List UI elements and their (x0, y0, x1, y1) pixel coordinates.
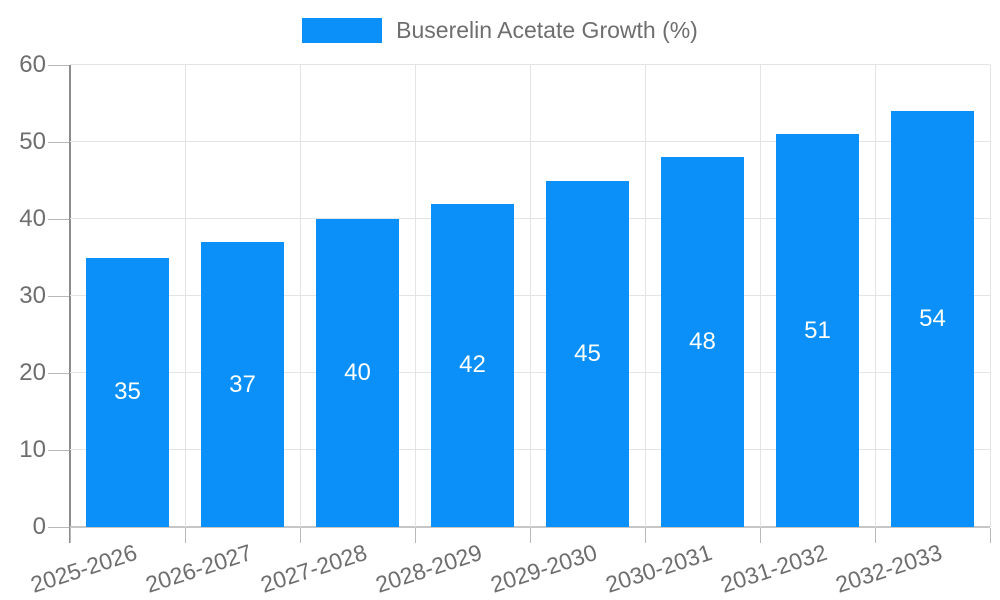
bar-value-label: 48 (689, 328, 716, 356)
x-axis-label: 2026-2027 (141, 539, 255, 598)
legend-swatch-icon (302, 18, 383, 43)
v-gridline (300, 65, 301, 527)
y-axis-label: 10 (19, 436, 46, 463)
bar-value-label: 37 (229, 370, 256, 398)
bar[interactable]: 54 (891, 111, 974, 527)
bar-value-label: 35 (114, 378, 141, 406)
y-axis-tick (48, 296, 69, 297)
x-axis-tick (300, 528, 301, 543)
v-gridline (415, 65, 416, 527)
bar-value-label: 51 (804, 316, 831, 344)
y-axis-tick (48, 142, 69, 143)
y-axis-label: 30 (19, 282, 46, 309)
x-axis-tick (990, 528, 991, 543)
x-axis-label: 2027-2028 (256, 539, 370, 598)
bar[interactable]: 48 (661, 157, 744, 527)
y-axis-tick (48, 373, 69, 374)
plot-area: 35 37 40 42 45 48 51 54 (70, 64, 991, 527)
v-gridline (760, 65, 761, 527)
x-axis-label: 2031-2032 (716, 539, 830, 598)
h-gridline (70, 64, 990, 65)
x-axis-tick (185, 528, 186, 543)
v-gridline (530, 65, 531, 527)
x-axis-tick (760, 528, 761, 543)
v-gridline (990, 65, 991, 527)
y-axis-tick (48, 219, 69, 220)
bar[interactable]: 45 (546, 180, 629, 527)
bar-value-label: 54 (919, 305, 946, 333)
y-axis-line (69, 65, 71, 543)
y-axis-label: 50 (19, 128, 46, 155)
bar-value-label: 42 (459, 351, 486, 379)
x-axis-label: 2029-2030 (486, 539, 600, 598)
x-axis-tick (875, 528, 876, 543)
x-axis-label: 2028-2029 (371, 539, 485, 598)
bar[interactable]: 51 (776, 134, 859, 527)
y-axis-label: 60 (19, 51, 46, 78)
legend-label: Buserelin Acetate Growth (%) (396, 17, 698, 43)
legend[interactable]: Buserelin Acetate Growth (%) (0, 17, 1000, 44)
x-axis-tick (530, 528, 531, 543)
bar-value-label: 40 (344, 359, 371, 386)
x-axis-line (70, 526, 990, 528)
bar[interactable]: 35 (86, 257, 169, 527)
v-gridline (645, 65, 646, 527)
bar[interactable]: 42 (431, 203, 514, 527)
bar[interactable]: 40 (316, 219, 399, 527)
v-gridline (875, 65, 876, 527)
y-axis-label: 20 (19, 359, 46, 386)
y-axis-label: 40 (19, 205, 46, 232)
v-gridline (185, 65, 186, 527)
x-axis-label: 2025-2026 (26, 539, 140, 598)
bar[interactable]: 37 (201, 242, 284, 527)
x-axis-label: 2030-2031 (601, 539, 715, 598)
x-axis-tick (645, 528, 646, 543)
x-axis-tick (415, 528, 416, 543)
y-axis-tick (48, 450, 69, 451)
y-axis-tick (48, 65, 69, 66)
y-axis-tick (48, 527, 69, 528)
bar-value-label: 45 (574, 339, 601, 367)
x-axis-tick (70, 528, 71, 543)
x-axis-label: 2032-2033 (831, 539, 945, 598)
y-axis-label: 0 (32, 513, 46, 540)
